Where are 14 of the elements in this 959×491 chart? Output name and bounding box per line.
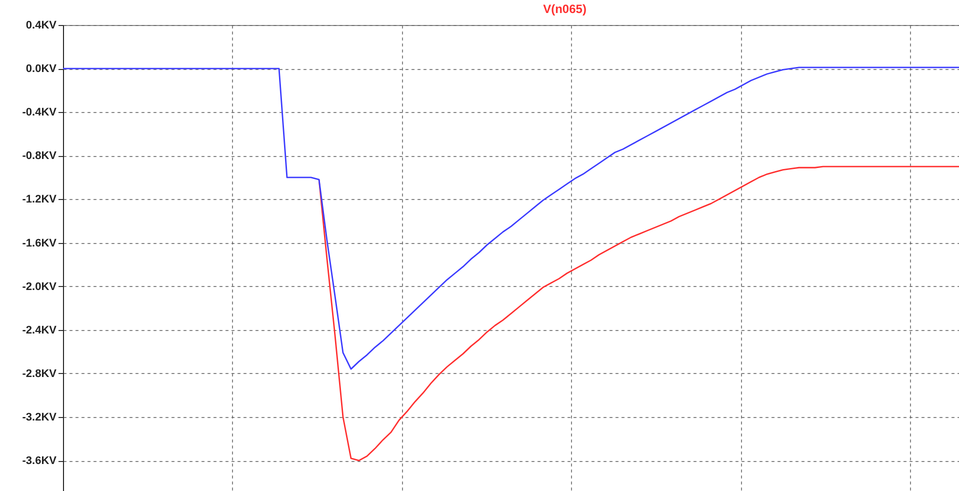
y-tick-label: -0.4KV (22, 106, 58, 119)
y-tick-label: -2.8KV (22, 368, 58, 380)
text: V(n065) (543, 2, 586, 16)
line-series (63, 66, 959, 370)
y-tick-label: -3.2KV (22, 411, 58, 424)
y-tick-label: -1.6KV (22, 237, 58, 250)
y-tick-label: 0.0KV (26, 63, 58, 76)
y-tick-label: 0.4KV (26, 20, 58, 32)
y-tick-label: -2.4KV (22, 324, 58, 336)
y-tick-label: -0.8KV (22, 150, 58, 162)
y-tick-label: -2.0KV (22, 280, 58, 293)
y-tick-label: -3.6KV (22, 455, 58, 468)
y-tick-label: -1.2KV (22, 194, 58, 206)
line-series (318, 166, 959, 462)
